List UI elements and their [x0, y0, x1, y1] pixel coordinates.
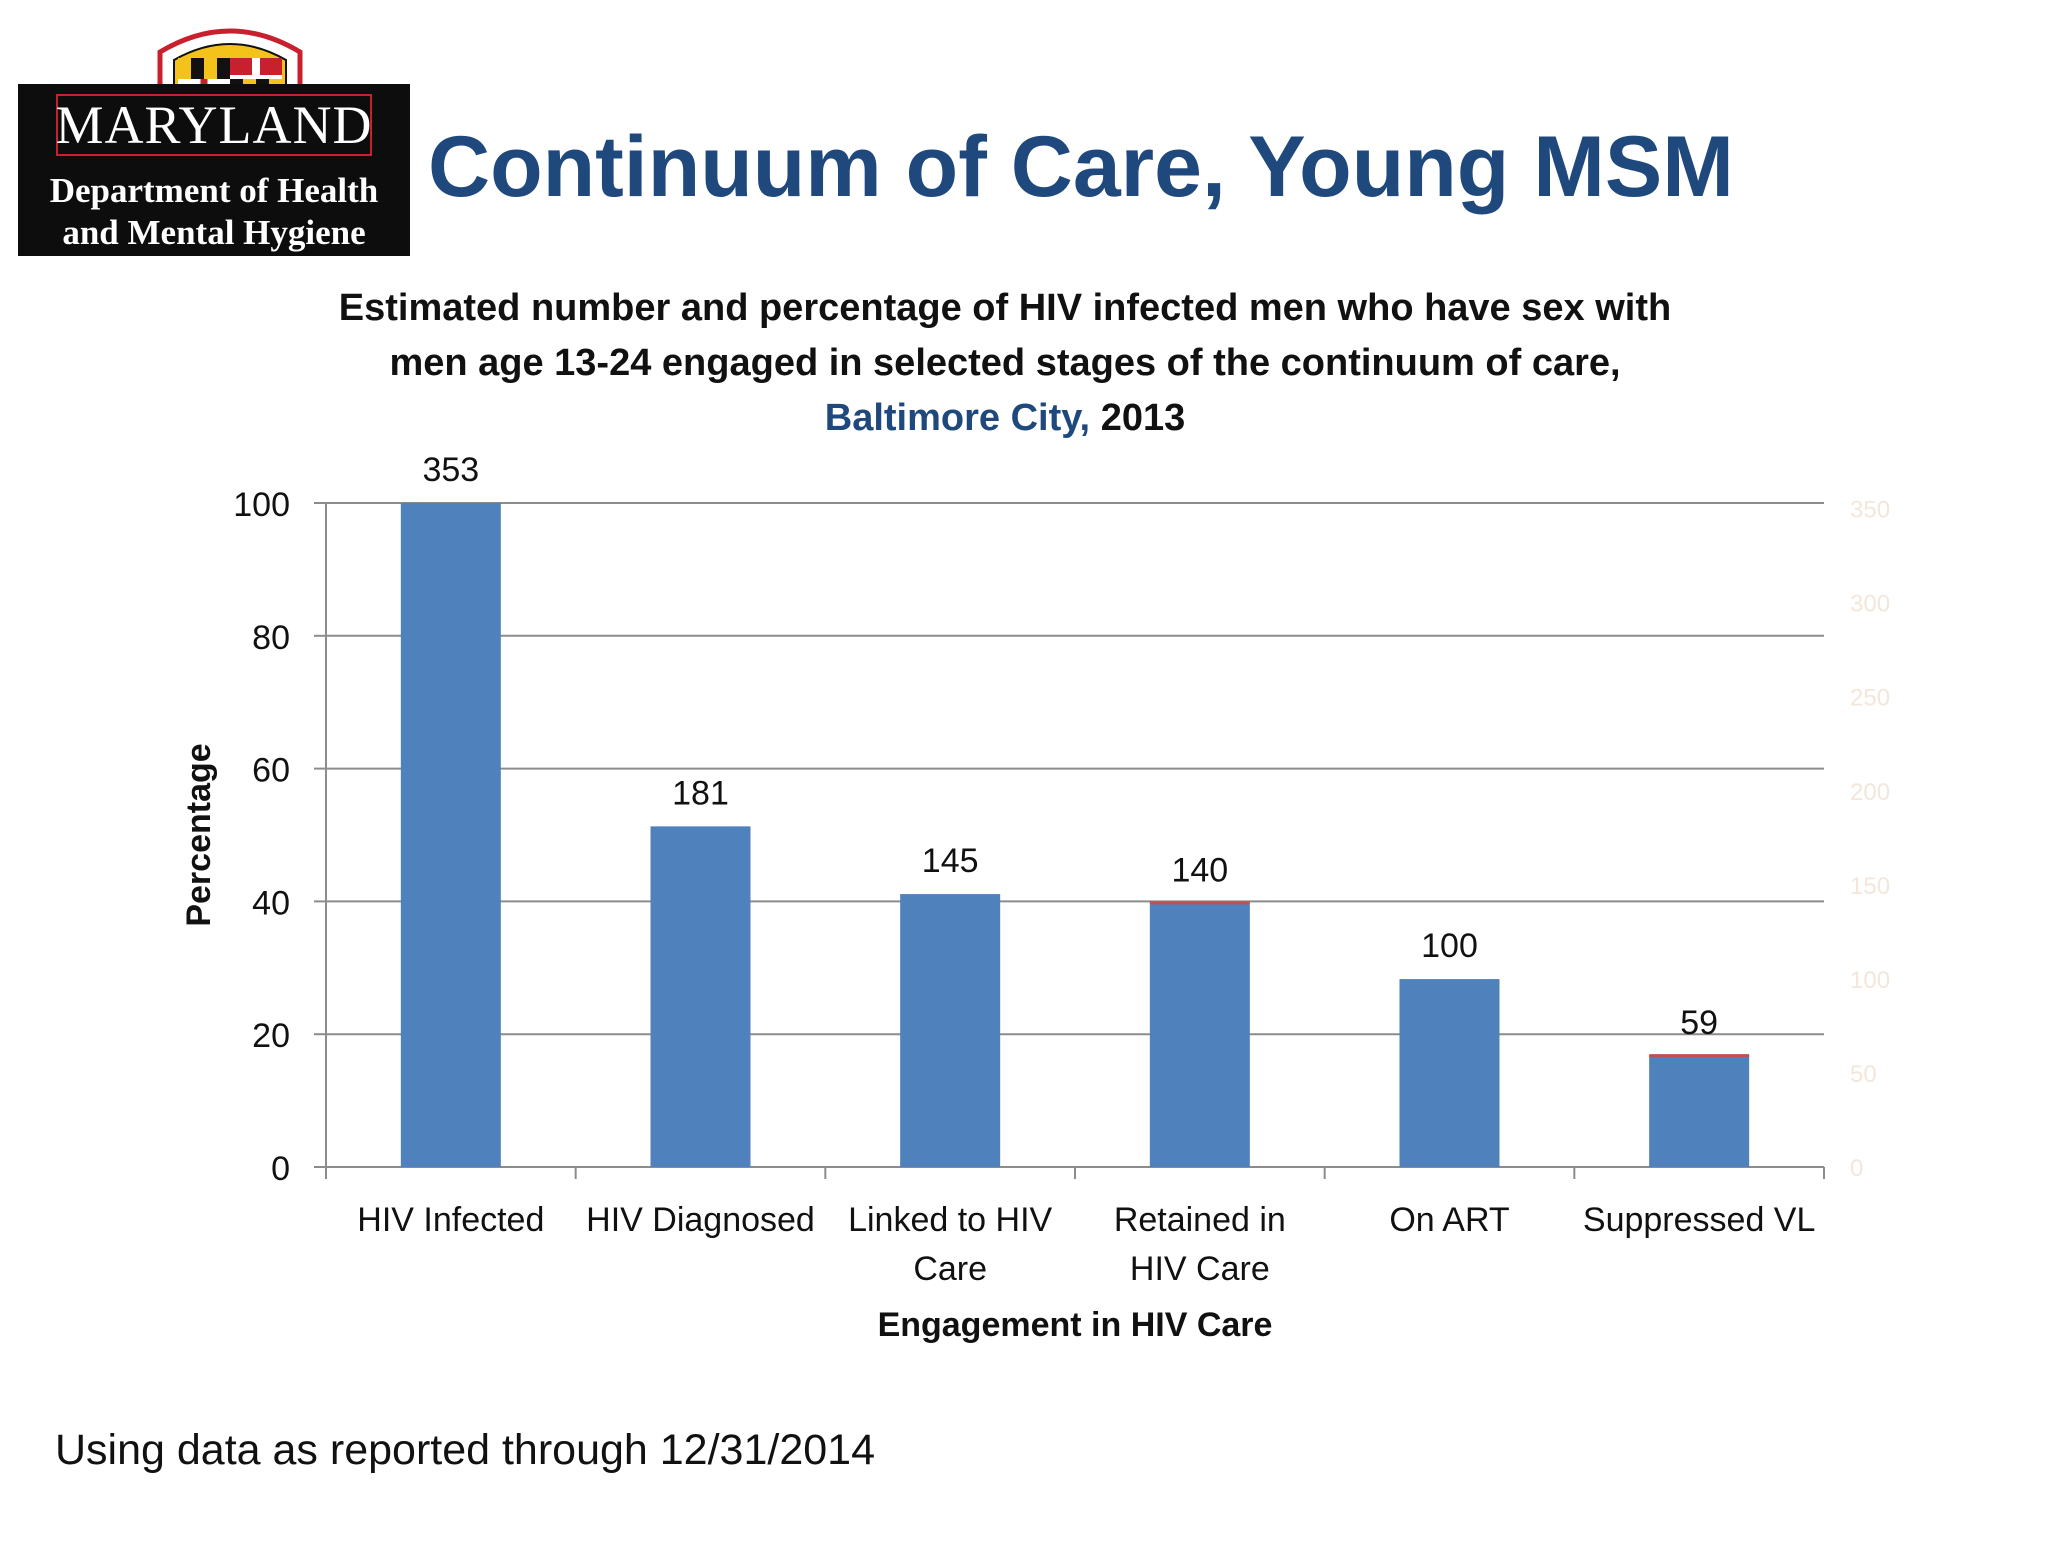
logo-department-line-1: Department of Health: [49, 171, 379, 210]
data-footnote: Using data as reported through 12/31/201…: [55, 1426, 875, 1474]
y-tick-label: 60: [252, 752, 290, 790]
logo-name-frame: [56, 94, 372, 156]
y-tick-label: 0: [271, 1150, 290, 1188]
y-tick-label: 20: [252, 1017, 290, 1055]
y2-tick-label: 50: [1850, 1061, 1877, 1088]
chart-title-line-3: Baltimore City, 2013: [825, 397, 1185, 439]
logo-department-name: Department of Health and Mental Hygiene: [18, 170, 410, 254]
y2-tick-label: 300: [1850, 591, 1890, 618]
y2-tick-label: 350: [1850, 497, 1890, 524]
bar: [1149, 903, 1250, 1167]
bar-data-label: 140: [1171, 851, 1228, 889]
x-axis-title: Engagement in HIV Care: [878, 1306, 1273, 1344]
y2-tick-label: 100: [1850, 967, 1890, 994]
bar-data-label: 181: [672, 774, 729, 812]
y-tick-label: 100: [233, 486, 290, 524]
bar-data-label: 353: [422, 451, 479, 489]
maryland-dhmh-logo: MARYLAND Department of Health and Mental…: [18, 22, 410, 256]
y2-tick-label: 150: [1850, 873, 1890, 900]
y-tick-label: 40: [252, 884, 290, 922]
bar-top-accent: [1649, 1054, 1750, 1058]
x-category-label: On ART: [1389, 1201, 1509, 1239]
y-tick-label: 80: [252, 619, 290, 657]
chart-title-year: 2013: [1101, 397, 1186, 439]
logo-department-line-2: and Mental Hygiene: [62, 213, 366, 252]
bar: [650, 826, 751, 1167]
logo-plate: [18, 84, 410, 256]
bar: [400, 503, 501, 1167]
bar-data-label: 100: [1421, 927, 1478, 965]
bar-data-label: 59: [1680, 1004, 1718, 1042]
chart-title-line-1: Estimated number and percentage of HIV i…: [339, 287, 1671, 329]
x-category-label: Linked to HIV: [848, 1201, 1052, 1239]
bar: [900, 894, 1001, 1167]
bar-top-accent: [1149, 901, 1250, 905]
slide-title: Continuum of Care, Young MSM: [428, 119, 1734, 215]
x-category-label: HIV Infected: [357, 1201, 544, 1239]
y-axis-title: Percentage: [180, 743, 218, 926]
x-category-label: Retained in: [1114, 1201, 1286, 1239]
chart-title-location: Baltimore City,: [825, 397, 1101, 439]
x-category-label: HIV Care: [1130, 1250, 1270, 1288]
x-category-label: HIV Diagnosed: [586, 1201, 815, 1239]
chart-title-line-2: men age 13-24 engaged in selected stages…: [389, 342, 1620, 384]
logo-state-name: MARYLAND: [55, 95, 373, 155]
x-category-label: Suppressed VL: [1583, 1201, 1816, 1239]
bar: [1649, 1056, 1750, 1167]
bar: [1399, 979, 1500, 1167]
x-category-label: Care: [913, 1250, 987, 1288]
bar-data-label: 145: [922, 842, 979, 880]
y2-tick-label: 200: [1850, 779, 1890, 806]
y2-tick-label: 0: [1850, 1155, 1863, 1182]
y2-tick-label: 250: [1850, 685, 1890, 712]
